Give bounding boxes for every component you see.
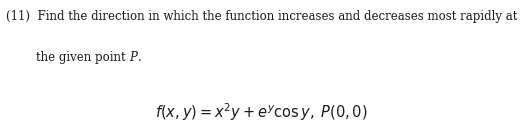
- Text: $f(x, y) = x^2y + e^y \cos y, \; P(0,0)$: $f(x, y) = x^2y + e^y \cos y, \; P(0,0)$: [155, 102, 368, 123]
- Text: .: .: [138, 51, 141, 64]
- Text: P: P: [130, 51, 138, 64]
- Text: (11)  Find the direction in which the function increases and decreases most rapi: (11) Find the direction in which the fun…: [6, 10, 518, 23]
- Text: the given point: the given point: [6, 51, 130, 64]
